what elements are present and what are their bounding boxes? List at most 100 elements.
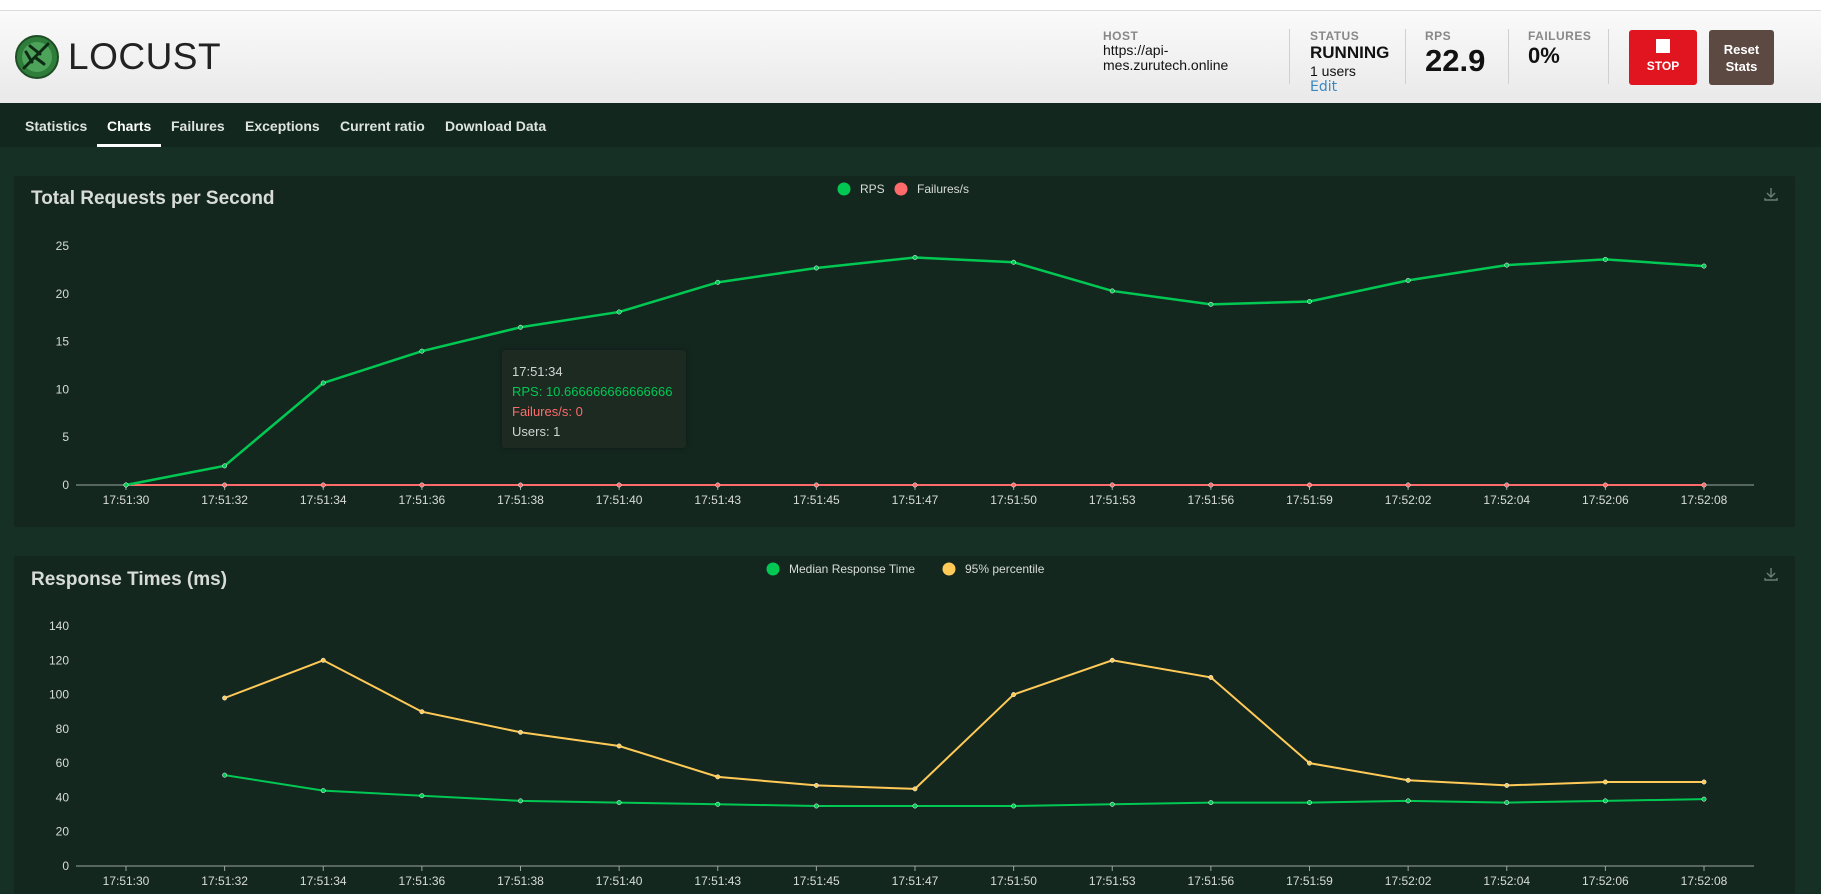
tab-exceptions[interactable]: Exceptions: [245, 118, 320, 134]
x-tick-label: 17:51:56: [1188, 493, 1235, 507]
response-time-chart: 0 20 40 60 80 100 120 140 17:51:30 17:51:32 17:51:…: [49, 562, 1754, 888]
data-point: [1405, 798, 1411, 804]
data-point: [320, 482, 326, 488]
data-point: [518, 798, 523, 804]
data-point: [912, 482, 918, 488]
x-tick-label: 17:51:53: [1089, 493, 1136, 507]
data-point: [1602, 798, 1608, 804]
data-point: [1701, 796, 1707, 802]
y-tick-label: 40: [56, 790, 70, 804]
data-point: [616, 482, 622, 488]
data-point: [1208, 800, 1214, 806]
tab-bar: Statistics Charts Failures Exceptions Cu…: [0, 103, 1821, 147]
legend-swatch: [942, 562, 956, 576]
data-point: [419, 709, 425, 715]
legend-label: Median Response Time: [789, 562, 915, 576]
tab-current-ratio[interactable]: Current ratio: [340, 118, 425, 134]
edit-link[interactable]: Edit: [1310, 79, 1338, 95]
y-tick-label: 120: [49, 653, 69, 667]
series-line-1: [125, 256, 1705, 487]
data-point: [715, 801, 721, 807]
x-tick-label: 17:51:40: [596, 493, 643, 507]
reset-label-line1: Reset: [1723, 41, 1760, 57]
data-point: [1109, 801, 1115, 807]
data-point: [1011, 259, 1017, 265]
data-point: [715, 774, 721, 780]
rps-label: RPS: [1425, 29, 1452, 43]
failures-value: 0%: [1528, 43, 1560, 68]
tab-failures[interactable]: Failures: [171, 118, 225, 134]
x-tick-label: 17:52:02: [1385, 874, 1432, 888]
data-point: [320, 788, 326, 794]
y-tick-label: 0: [62, 859, 69, 873]
x-tick-label: 17:51:47: [892, 493, 939, 507]
data-point: [813, 265, 819, 271]
separator: [1508, 29, 1509, 84]
status-stat: STATUS RUNNING 1 users Edit: [1310, 29, 1389, 95]
x-tick-label: 17:51:53: [1089, 874, 1136, 888]
data-point: [518, 729, 523, 735]
x-tick-label: 17:51:36: [399, 493, 446, 507]
x-tick-label: 17:51:59: [1286, 493, 1333, 507]
tab-download-data[interactable]: Download Data: [445, 118, 547, 134]
data-point: [1701, 779, 1707, 785]
data-point: [419, 348, 425, 354]
data-point: [1504, 262, 1510, 268]
tooltip-failures: Failures/s: 0: [512, 404, 583, 419]
rps-stat: RPS 22.9: [1425, 29, 1485, 79]
failures-stat: FAILURES 0%: [1528, 29, 1591, 69]
data-point: [1208, 674, 1214, 680]
data-point: [419, 793, 425, 799]
x-tick-label: 17:51:45: [793, 874, 840, 888]
data-point: [1701, 482, 1707, 488]
x-tick-label: 17:51:32: [201, 493, 248, 507]
x-tick-label: 17:52:02: [1385, 493, 1432, 507]
download-icon[interactable]: [1763, 186, 1779, 202]
download-icon[interactable]: [1763, 566, 1779, 582]
x-tick-label: 17:51:30: [103, 493, 150, 507]
data-point: [1208, 301, 1214, 307]
data-point: [320, 380, 326, 386]
y-tick-label: 60: [56, 756, 70, 770]
data-point: [912, 803, 918, 809]
response-time-chart-panel: Response Times (ms): [14, 556, 1795, 894]
rps-value: 22.9: [1425, 43, 1486, 78]
x-tick-label: 17:51:34: [300, 874, 347, 888]
host-stat: HOST https://api-mes.zurutech.online: [1103, 29, 1253, 73]
data-point: [1011, 482, 1017, 488]
y-tick-label: 100: [49, 688, 69, 702]
data-point: [222, 695, 228, 701]
reset-stats-button[interactable]: Reset Stats: [1709, 30, 1774, 85]
x-tick-label: 17:52:08: [1681, 493, 1728, 507]
data-point: [616, 743, 622, 749]
x-tick-label: 17:51:59: [1286, 874, 1333, 888]
x-tick-label: 17:52:06: [1582, 493, 1629, 507]
y-tick-label: 5: [62, 430, 69, 444]
stop-button[interactable]: STOP: [1629, 30, 1697, 85]
data-point: [320, 657, 326, 663]
reset-label-line2: Stats: [1725, 58, 1758, 74]
rps-chart-title: Total Requests per Second: [31, 188, 275, 209]
tab-statistics[interactable]: Statistics: [25, 118, 88, 134]
data-point: [1504, 482, 1510, 488]
data-point: [1504, 782, 1510, 788]
y-tick-label: 80: [56, 722, 70, 736]
status-value: RUNNING: [1310, 43, 1390, 62]
users-count: 1 users: [1310, 63, 1356, 79]
locust-logo[interactable]: LOCUST: [14, 32, 221, 82]
x-tick-label: 17:51:38: [497, 874, 544, 888]
data-point: [1602, 779, 1608, 785]
host-label: HOST: [1103, 29, 1139, 43]
data-point: [1011, 803, 1017, 809]
x-tick-label: 17:51:38: [497, 493, 544, 507]
x-tick-label: 17:51:40: [596, 874, 643, 888]
data-point: [813, 782, 819, 788]
data-point: [616, 309, 622, 315]
host-value: https://api-mes.zurutech.online: [1103, 42, 1229, 73]
data-point: [912, 786, 918, 792]
x-tick-label: 17:51:32: [201, 874, 248, 888]
y-tick-label: 140: [49, 619, 69, 633]
data-point: [222, 463, 228, 469]
tab-charts[interactable]: Charts: [107, 118, 152, 134]
active-tab-indicator: [97, 144, 161, 147]
